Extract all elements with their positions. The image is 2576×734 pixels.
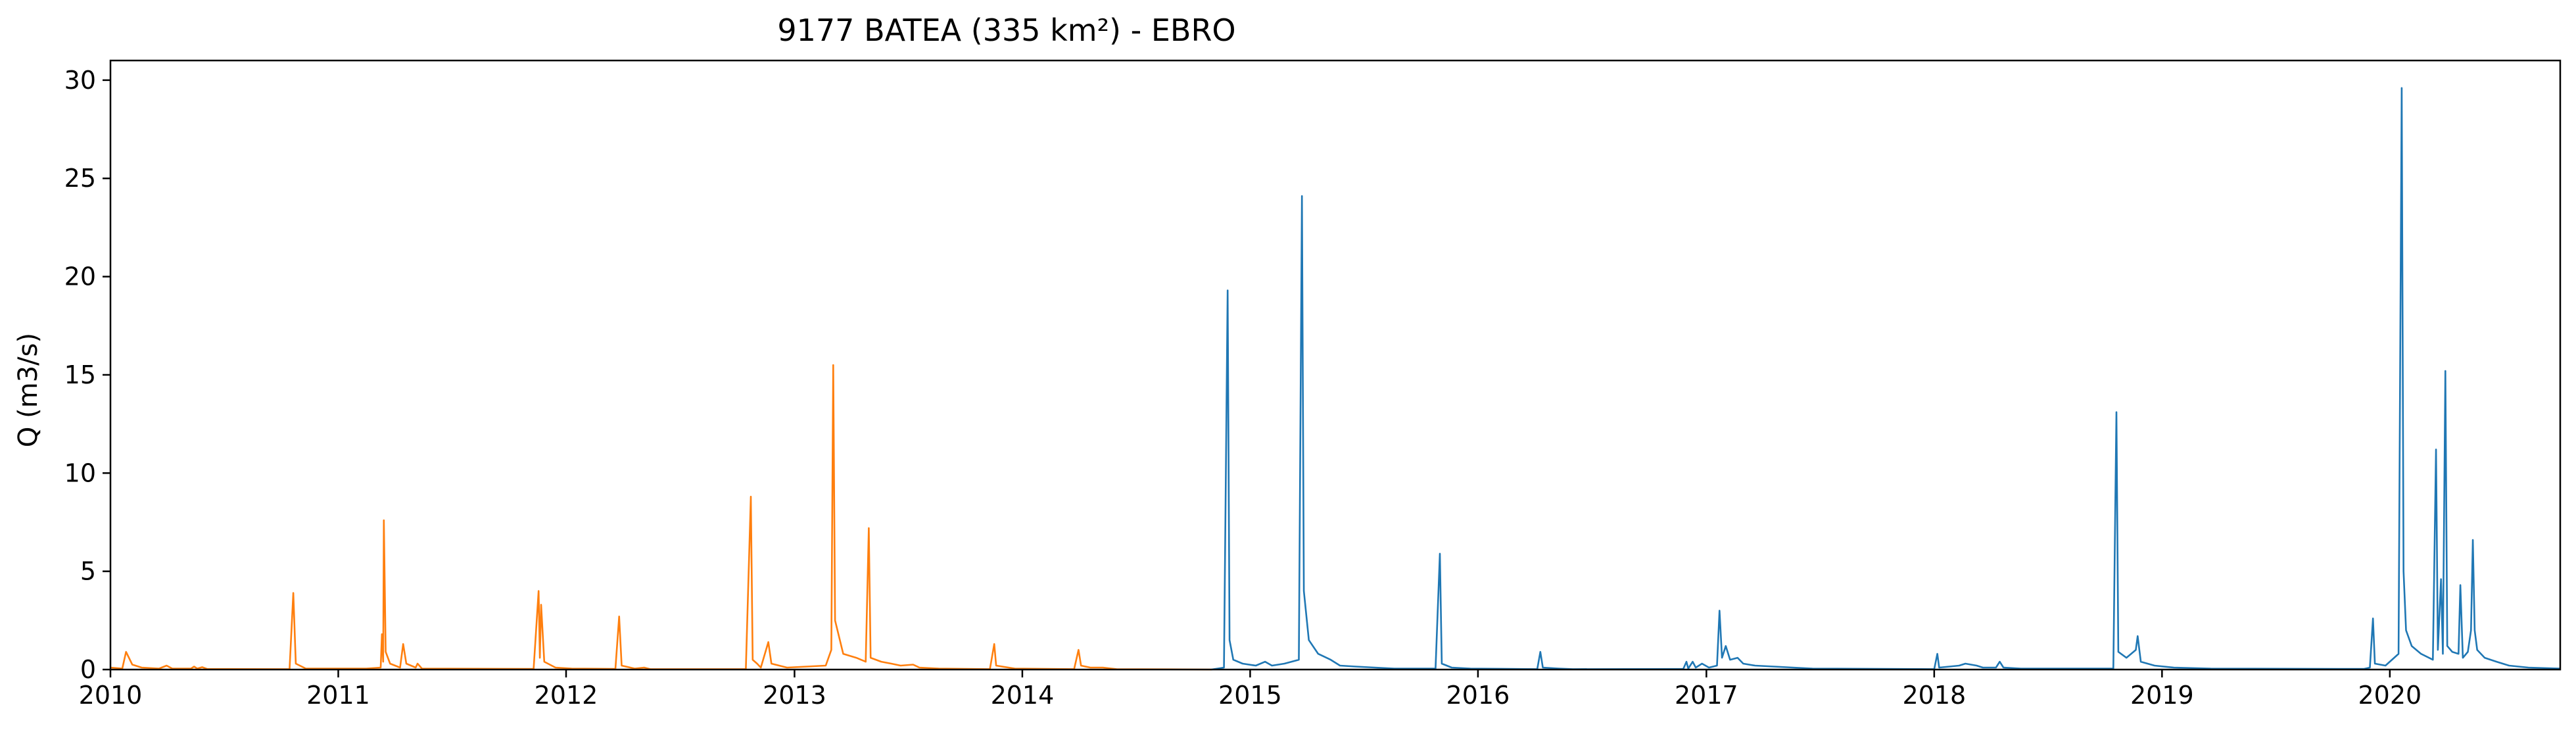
y-axis-label: Q (m3/s) [13,333,43,447]
x-tick-label: 2020 [2358,681,2421,710]
series-line-2 [1211,87,2561,671]
ticks-layer: 2010 2011 2012 2013 2014 2015 2016 2017 2018 2019… [64,66,2422,710]
x-tick-label: 2014 [991,681,1055,710]
plot-frame [109,59,2562,671]
x-tick-label: 2010 [79,681,143,710]
x-tick-label: 2015 [1218,681,1282,710]
x-tick-label: 2018 [1902,681,1966,710]
y-tick-label: 30 [64,66,96,95]
x-tick-label: 2013 [763,681,826,710]
chart-title: 9177 BATEA (335 km²) - EBRO [777,12,1235,48]
y-tick-label: 0 [80,655,96,684]
x-tick-label: 2011 [306,681,370,710]
x-tick-label: 2019 [2130,681,2194,710]
y-tick-label: 20 [64,262,96,291]
y-tick-label: 15 [64,360,96,389]
y-tick-label: 25 [64,164,96,193]
y-tick-label: 5 [80,557,96,586]
y-tick-label: 10 [64,458,96,487]
x-tick-label: 2017 [1675,681,1738,710]
x-tick-label: 2012 [535,681,598,710]
x-tick-label: 2016 [1446,681,1510,710]
